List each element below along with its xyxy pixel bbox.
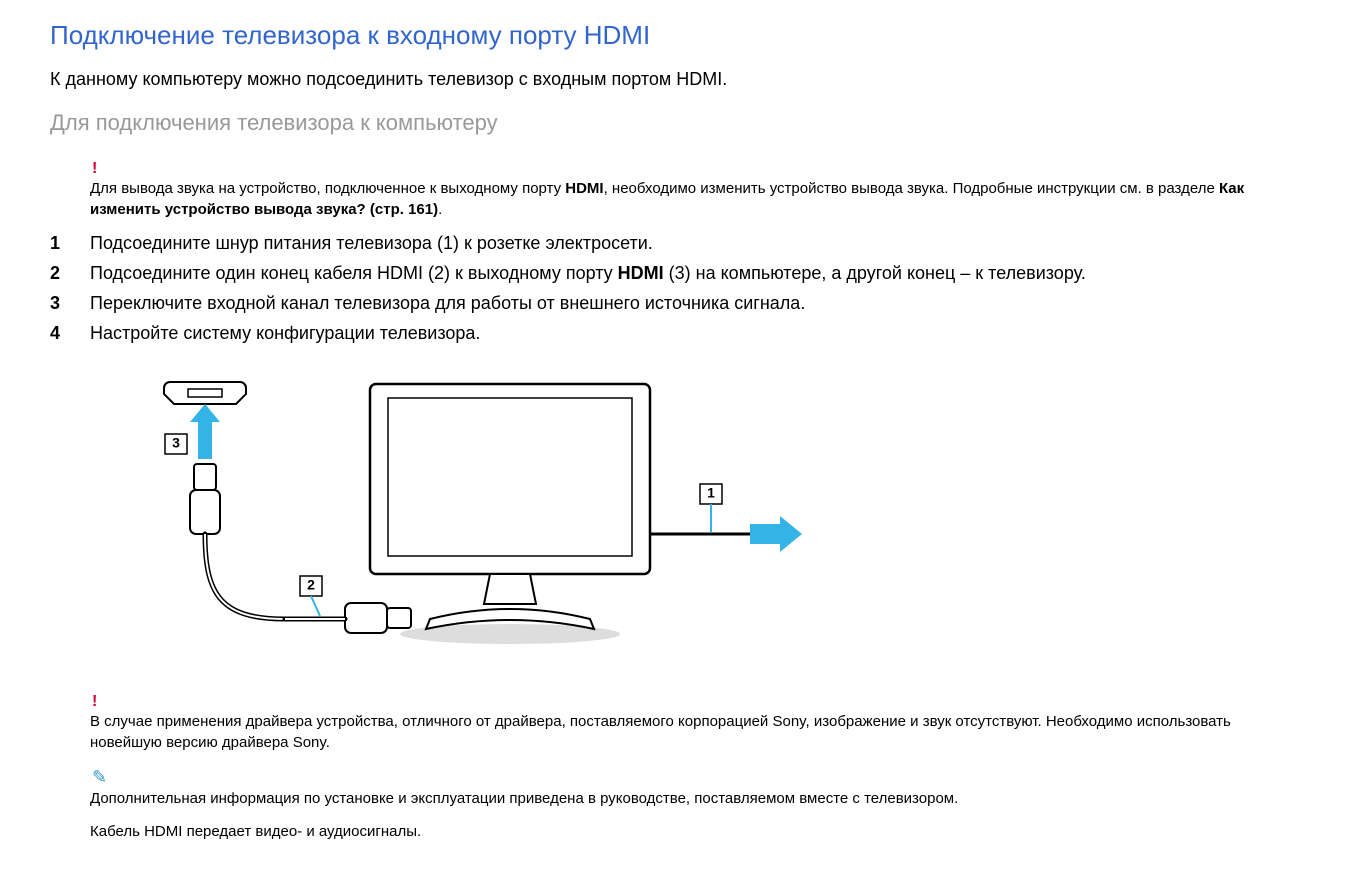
step-2: Подсоедините один конец кабеля HDMI (2) … (50, 260, 1302, 288)
connection-diagram: 3 2 1 (110, 364, 1302, 669)
step-1: Подсоедините шнур питания телевизора (1)… (50, 230, 1302, 258)
svg-text:1: 1 (707, 484, 715, 500)
hdmi-signal-text: Кабель HDMI передает видео- и аудиосигна… (90, 823, 1302, 840)
step-list: Подсоедините шнур питания телевизора (1)… (50, 230, 1302, 348)
warning-note-1: ! Для вывода звука на устройство, подклю… (90, 160, 1302, 220)
exclamation-icon: ! (92, 160, 1302, 178)
pen-icon: ✎ (92, 767, 1302, 788)
info-text: Дополнительная информация по установке и… (90, 788, 1302, 809)
warning-text-2: В случае применения драйвера устройства,… (90, 711, 1302, 753)
warning-text-1: Для вывода звука на устройство, подключе… (90, 178, 1302, 220)
diagram-svg: 3 2 1 (110, 364, 810, 664)
page-title: Подключение телевизора к входному порту … (50, 20, 1302, 51)
section-subtitle: Для подключения телевизора к компьютеру (50, 110, 1302, 136)
step-3: Переключите входной канал телевизора для… (50, 290, 1302, 318)
warning-note-2: ! В случае применения драйвера устройств… (90, 693, 1302, 753)
svg-text:2: 2 (307, 576, 315, 592)
info-note: ✎ Дополнительная информация по установке… (90, 767, 1302, 809)
exclamation-icon: ! (92, 693, 1302, 711)
step-4: Настройте систему конфигурации телевизор… (50, 320, 1302, 348)
intro-text: К данному компьютеру можно подсоединить … (50, 69, 1302, 90)
svg-text:3: 3 (172, 434, 180, 450)
